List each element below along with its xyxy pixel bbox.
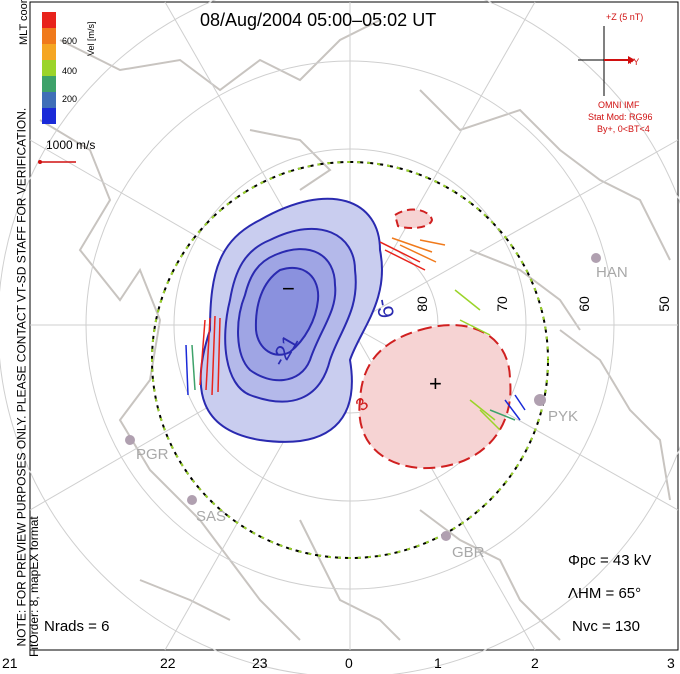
radar-station-markers	[125, 253, 601, 541]
velocity-colorbar	[42, 12, 56, 124]
radar-count: Nrads = 6	[44, 618, 110, 635]
colorbar-tick: 400	[62, 66, 78, 76]
mlt-tick: 1	[434, 655, 442, 671]
latitude-label: 50	[655, 296, 672, 312]
vector-count: Nvc = 130	[572, 618, 640, 635]
hm-latitude: ΛHM = 65°	[568, 585, 642, 602]
contour-label-neg9: -9	[371, 297, 399, 321]
imf-source-label: OMNI IMF	[598, 100, 640, 110]
negative-potential-cell	[199, 197, 383, 443]
imf-y-label: +Y	[628, 57, 640, 67]
cross-polar-potential: Φpc = 43 kV	[568, 552, 652, 569]
maximum-marker: +	[429, 371, 442, 396]
mlt-tick: 3	[667, 655, 675, 671]
colorbar-label: Vel [m/s]	[86, 21, 96, 56]
colorbar-tick: 600	[62, 36, 78, 46]
scale-vector-label: 1000 m/s	[46, 138, 96, 152]
imf-z-label: +Z (5 nT)	[606, 12, 644, 22]
fit-order-label: FitOrder: 8, mapEX format	[27, 516, 41, 657]
station-label-gbr: GBR	[452, 544, 485, 561]
mlt-tick: 21	[2, 655, 18, 671]
colorbar-tick: 200	[62, 94, 78, 104]
positive-potential-cell	[358, 208, 512, 470]
scale-vector	[38, 160, 76, 164]
stat-model-label: Stat Mod: RG96	[588, 112, 653, 122]
velocity-vectors	[185, 237, 526, 431]
plot-frame	[29, 1, 679, 651]
mlt-tick: 23	[252, 655, 268, 671]
map-title: 08/Aug/2004 05:00–05:02 UT	[200, 10, 437, 30]
coordinate-system-label: MLT coordinates	[18, 0, 30, 45]
mlt-tick: 22	[160, 655, 176, 671]
heppner-maynard-boundary-inner	[151, 161, 549, 559]
minimum-marker: −	[282, 276, 295, 301]
mlt-tick: 0	[345, 655, 353, 671]
latitude-label: 80	[413, 296, 430, 312]
mlt-tick: 2	[531, 655, 539, 671]
station-label-pgr: PGR	[136, 446, 169, 463]
imf-clock-dial	[578, 26, 635, 96]
latitude-label: 60	[575, 296, 592, 312]
coastlines	[39, 19, 671, 641]
station-label-han: HAN	[596, 264, 628, 281]
station-label-sas: SAS	[196, 508, 227, 525]
station-label-pyk: PYK	[548, 408, 579, 425]
imf-condition-label: By+, 0<BT<4	[597, 124, 650, 134]
latitude-label: 70	[493, 296, 510, 312]
